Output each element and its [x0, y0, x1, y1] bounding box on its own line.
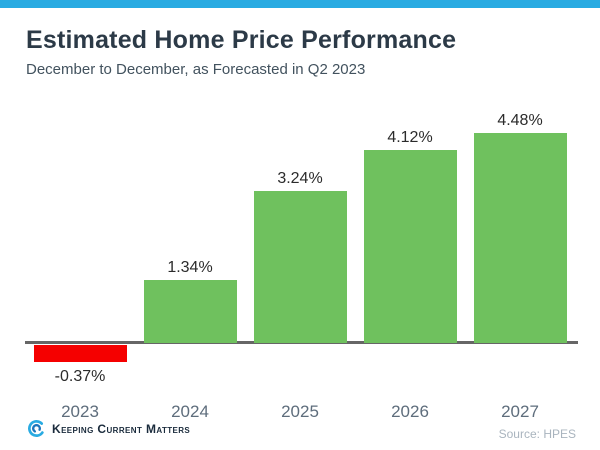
bar-2027: [473, 133, 567, 343]
value-label-2023: -0.37%: [54, 368, 106, 386]
value-label-2024: 1.34%: [167, 259, 213, 277]
page-subtitle: December to December, as Forecasted in Q…: [26, 61, 366, 78]
bar-2024: [143, 280, 237, 343]
value-label-2026: 4.12%: [387, 129, 433, 147]
value-label-2025: 3.24%: [277, 170, 323, 188]
category-label-2023: 2023: [61, 402, 99, 421]
page-title: Estimated Home Price Performance: [26, 26, 457, 54]
category-label-2027: 2027: [501, 402, 539, 421]
bar-2026: [363, 150, 457, 343]
bar-chart: -0.37% 2023 1.34% 2024 3.24% 2025 4.12% 2026 4.4…: [0, 108, 600, 428]
kcm-logo-icon: [28, 420, 45, 437]
brand-footer: Keeping Current Matters: [27, 419, 190, 438]
category-label-2025: 2025: [281, 402, 319, 421]
value-label-2027: 4.48%: [497, 112, 543, 130]
category-label-2024: 2024: [171, 402, 209, 421]
brand-name: Keeping Current Matters: [52, 421, 191, 436]
bar-2025: [253, 191, 347, 343]
source-note: Source: HPES: [498, 427, 576, 441]
top-accent-bar: [0, 0, 600, 8]
category-label-2026: 2026: [391, 402, 429, 421]
bar-2023: [33, 345, 127, 363]
